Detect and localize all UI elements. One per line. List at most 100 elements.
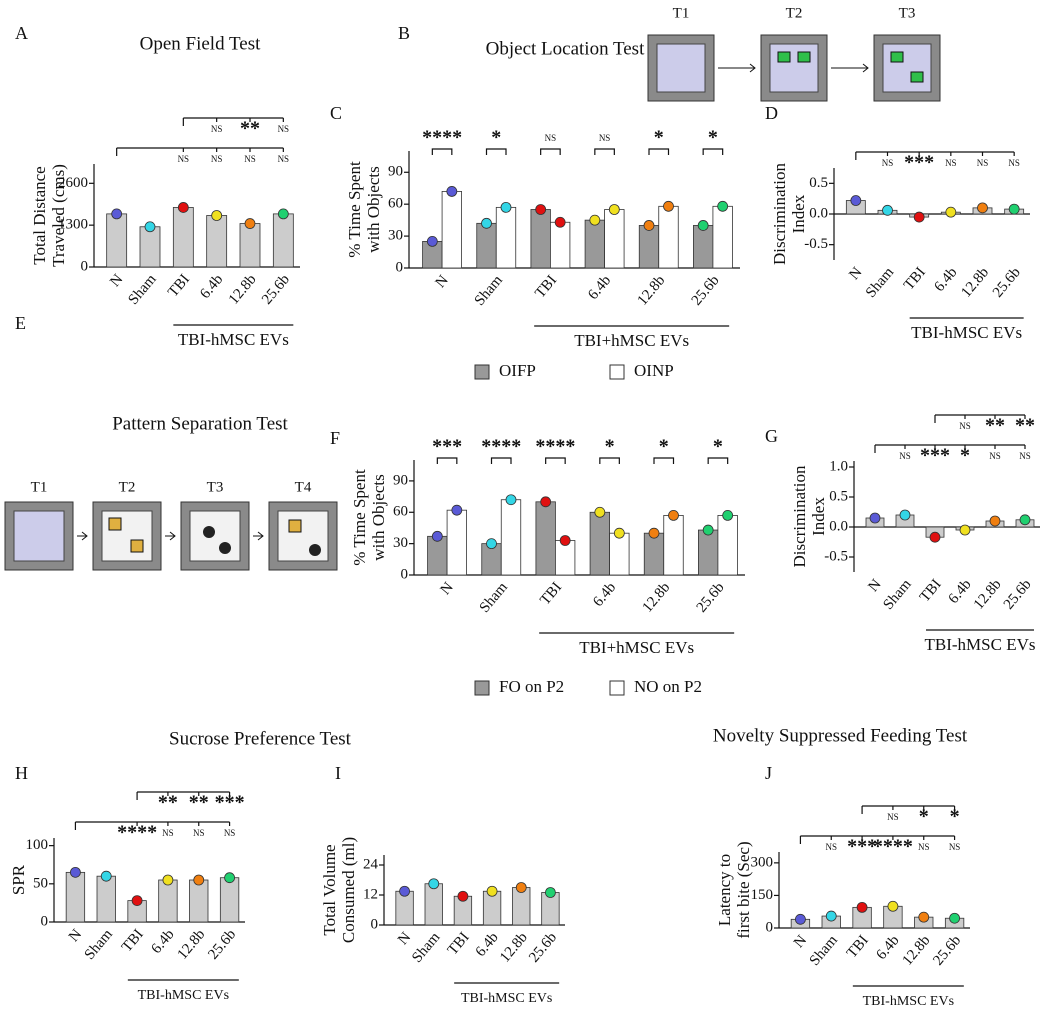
y-tick-label: 0 — [371, 916, 379, 932]
y-axis-label: % Time Spent — [350, 469, 369, 566]
mean-point — [535, 204, 547, 215]
y-tick-label: 0.5 — [829, 488, 848, 504]
section-heading: Sucrose Preference Test — [169, 728, 352, 749]
legend-label: OIFP — [499, 361, 536, 380]
bar — [424, 883, 443, 926]
bar — [717, 515, 738, 576]
y-axis-label: Traveled (cms) — [49, 164, 68, 267]
mean-point — [244, 218, 256, 229]
x-tick-label: TBI — [119, 926, 147, 955]
arena-inner — [13, 510, 65, 562]
y-axis-label: % Time Spent — [345, 161, 364, 258]
x-tick-label: 25.6b — [990, 264, 1024, 300]
trial-label: T4 — [295, 479, 312, 495]
mean-point — [929, 531, 941, 543]
trial-label: T1 — [31, 479, 48, 495]
significance-label: NS — [162, 828, 174, 838]
mean-point — [795, 913, 806, 925]
significance-bracket — [431, 148, 453, 155]
group-label: TBI-hMSC EVs — [911, 323, 1022, 342]
mean-point — [1008, 203, 1020, 215]
y-tick-label: 0 — [766, 919, 774, 935]
y-tick-label: 60 — [388, 196, 403, 212]
x-tick-label: Sham — [807, 932, 841, 969]
mean-point — [486, 885, 498, 897]
significance-label: **** — [422, 127, 462, 149]
trial-label: T2 — [786, 5, 803, 21]
bar — [530, 209, 551, 269]
mean-point — [399, 885, 410, 897]
bar — [476, 222, 497, 269]
bar — [638, 225, 660, 269]
significance-label: NS — [211, 154, 223, 164]
mean-point — [224, 872, 235, 884]
significance-label: NS — [178, 154, 190, 164]
legend-label: NO on P2 — [634, 677, 702, 696]
group-label: TBI-hMSC EVs — [138, 988, 229, 1003]
significance-label: NS — [899, 451, 911, 461]
x-tick-label: 25.6b — [694, 579, 728, 615]
x-tick-label: 6.4b — [585, 272, 614, 302]
mean-point — [722, 510, 734, 521]
mean-point — [428, 878, 440, 890]
bar — [206, 215, 228, 268]
x-tick-label: Sham — [863, 264, 897, 301]
mean-point — [959, 524, 971, 536]
significance-label: *** — [432, 436, 462, 458]
x-tick-label: N — [846, 264, 865, 283]
arrow — [718, 63, 756, 73]
significance-label: * — [654, 127, 664, 149]
significance-label: NS — [211, 124, 223, 134]
y-axis-label: SPR — [9, 864, 28, 895]
panel-letter: C — [330, 103, 342, 123]
x-tick-label: N — [433, 272, 452, 291]
object — [203, 526, 215, 538]
x-tick-label: 12.8b — [174, 926, 208, 962]
significance-label: NS — [193, 828, 205, 838]
mean-point — [100, 870, 112, 882]
y-axis-label: with Objects — [364, 166, 383, 252]
trial-label: T2 — [119, 479, 136, 495]
bar — [172, 207, 194, 268]
object — [777, 51, 791, 63]
bar — [698, 529, 719, 576]
mean-point — [431, 530, 443, 542]
y-tick-label: 50 — [33, 875, 48, 891]
mean-point — [559, 535, 571, 546]
y-tick-label: 1300 — [58, 217, 88, 233]
mean-point — [554, 216, 566, 228]
panel-letter: A — [15, 23, 28, 43]
bar — [495, 206, 517, 269]
y-tick-label: 30 — [393, 535, 408, 551]
x-tick-label: 12.8b — [226, 271, 260, 307]
mean-point — [717, 200, 729, 212]
significance-bracket — [594, 148, 615, 155]
mean-point — [481, 217, 492, 229]
y-tick-label: 0.5 — [809, 175, 828, 191]
y-axis-label: with Objects — [369, 474, 388, 560]
significance-bracket — [490, 457, 512, 464]
y-axis-label: Total Volume — [320, 844, 339, 935]
arena-inner — [189, 510, 241, 562]
diagram-title: Pattern Separation Test — [112, 413, 288, 434]
bar — [189, 879, 209, 923]
bar — [158, 879, 178, 923]
bar — [219, 877, 240, 923]
mean-point — [887, 900, 899, 912]
x-tick-label: TBI — [165, 271, 193, 300]
mean-point — [70, 866, 81, 878]
legend-swatch — [474, 680, 490, 696]
mean-point — [144, 221, 156, 233]
arena-inner — [656, 43, 706, 93]
y-tick-label: 0 — [401, 566, 409, 582]
legend-swatch — [609, 364, 625, 380]
significance-bracket — [653, 457, 675, 464]
bar — [609, 532, 630, 576]
significance-label: *** — [847, 836, 877, 858]
mean-point — [277, 208, 289, 220]
x-tick-label: 25.6b — [1001, 576, 1035, 612]
x-tick-label: Sham — [82, 926, 116, 963]
bar — [500, 499, 522, 576]
mean-point — [882, 204, 893, 216]
bar — [712, 205, 733, 269]
